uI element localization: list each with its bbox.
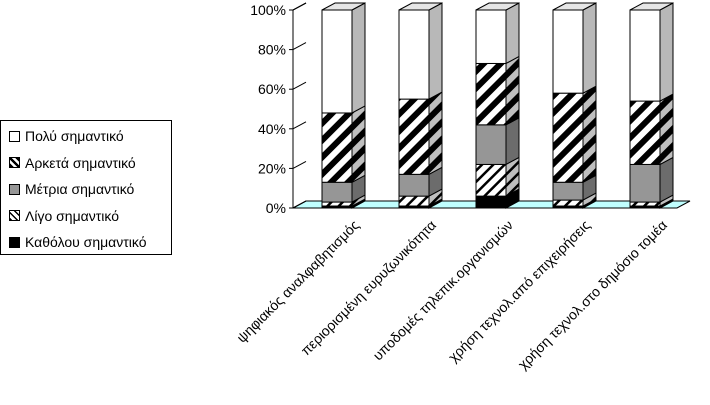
bar-segment xyxy=(475,55,520,126)
legend-swatch xyxy=(9,130,20,142)
bar-side-shade xyxy=(660,195,673,207)
bar-front-face xyxy=(321,181,353,203)
bar-front-face xyxy=(475,195,507,209)
bar-side-shade xyxy=(583,193,596,207)
bar-front-face xyxy=(552,181,584,201)
legend-item: Πολύ σημαντικό xyxy=(9,127,124,145)
bar-front-face xyxy=(552,92,584,183)
bar-segment xyxy=(398,91,443,176)
x-category-label: περιορισμένη ευρυζωνικότητα xyxy=(297,217,439,359)
bar-segment xyxy=(475,2,520,65)
bar-front-face xyxy=(629,100,661,165)
bar-front-face xyxy=(475,9,507,64)
y-tick-label: 100% xyxy=(250,2,286,18)
bar-top-face xyxy=(398,2,443,11)
bar-side-face xyxy=(351,2,366,114)
bar-segment xyxy=(321,105,366,184)
x-category-label: χρήση τεχνολ.από επιχειρήσεις xyxy=(445,217,593,365)
bar-side-shade xyxy=(429,92,442,175)
bar-side-face xyxy=(428,2,443,100)
y-axis-line xyxy=(292,2,307,208)
legend-swatch xyxy=(9,210,20,221)
y-tick-depth-line xyxy=(292,160,307,169)
legend-label: Καθόλου σημαντικό xyxy=(25,234,147,250)
bar-front-face xyxy=(398,9,430,100)
legend-item: Αρκετά σημαντικό xyxy=(9,154,136,172)
bar-side-shade xyxy=(506,56,519,125)
bar-front-face xyxy=(629,9,661,102)
bar-top-face xyxy=(321,2,366,11)
y-tick-depth-line xyxy=(292,2,307,11)
bar-top-face xyxy=(552,2,597,11)
y-tick-depth-line xyxy=(292,121,307,130)
bar-segment xyxy=(398,188,443,207)
bar-top-face xyxy=(629,2,674,11)
bar-segment xyxy=(552,2,597,94)
y-tick-label: 0% xyxy=(266,200,286,216)
bar-stack xyxy=(321,2,366,209)
y-tick-label: 20% xyxy=(258,160,286,176)
bar-segment xyxy=(629,2,674,102)
bar-front-face xyxy=(398,195,430,207)
legend-label: Αρκετά σημαντικό xyxy=(25,154,136,171)
x-category-label: ψηφιακός αναλφαβητισμός xyxy=(233,217,362,346)
bar-segment xyxy=(398,2,443,100)
legend-label: Πολύ σημαντικό xyxy=(25,128,124,144)
bar-front-face xyxy=(475,163,507,197)
bar-front-face xyxy=(321,201,353,207)
bar-segment xyxy=(552,85,597,184)
y-tick-label: 80% xyxy=(258,42,286,58)
bar-front-face xyxy=(552,199,584,207)
bar-stack xyxy=(398,2,443,209)
bar-front-face xyxy=(475,124,507,165)
legend-item: Λίγο σημαντικό xyxy=(9,207,119,225)
bar-segment xyxy=(475,156,520,197)
legend-swatch xyxy=(9,157,20,168)
bar-side-shade xyxy=(429,189,442,207)
bar-segment xyxy=(629,93,674,166)
bar-stack xyxy=(475,2,520,209)
y-tick-depth-line xyxy=(292,200,307,209)
legend-item: Μέτρια σημαντικό xyxy=(9,180,134,198)
bar-top-face xyxy=(475,2,520,11)
bar-front-face xyxy=(629,163,661,203)
bar-side-shade xyxy=(352,195,365,207)
bar-side-shade xyxy=(583,86,596,183)
chart-legend: Πολύ σημαντικό Αρκετά σημαντικό Μέτρια σημ… xyxy=(0,120,172,255)
bar-segment xyxy=(321,174,366,203)
bar-front-face xyxy=(398,98,430,175)
bar-side-shade xyxy=(506,157,519,197)
bar-segment xyxy=(321,2,366,114)
bar-front-face xyxy=(321,9,353,114)
legend-item: Καθόλου σημαντικό xyxy=(9,233,147,251)
y-tick-depth-line xyxy=(292,81,307,90)
bar-stack xyxy=(552,2,597,209)
x-category-label: χρήση τεχνολ.στο δημόσιο τομέα xyxy=(515,217,671,373)
y-tick-label: 40% xyxy=(258,121,286,137)
x-category-label: υποδομές τηλεπικ.οργανισμών xyxy=(370,217,517,364)
bar-front-face xyxy=(552,9,584,94)
bar-stack xyxy=(629,2,674,209)
bar-side-face xyxy=(505,117,520,166)
bar-front-face xyxy=(321,112,353,183)
y-tick-label: 60% xyxy=(258,81,286,97)
bar-side-shade xyxy=(352,105,365,183)
bar-side-face xyxy=(582,2,597,94)
legend-label: Λίγο σημαντικό xyxy=(25,207,119,224)
bar-side-face xyxy=(505,2,520,65)
bar-front-face xyxy=(475,62,507,126)
bar-side-face xyxy=(659,2,674,102)
bar-front-face xyxy=(398,173,430,197)
legend-label: Μέτρια σημαντικό xyxy=(25,181,135,197)
bar-side-face xyxy=(659,156,674,203)
bar-side-shade xyxy=(660,94,673,165)
y-tick-depth-line xyxy=(292,42,307,51)
legend-swatch xyxy=(9,236,20,248)
bar-front-face xyxy=(629,201,661,207)
legend-swatch xyxy=(9,183,20,195)
